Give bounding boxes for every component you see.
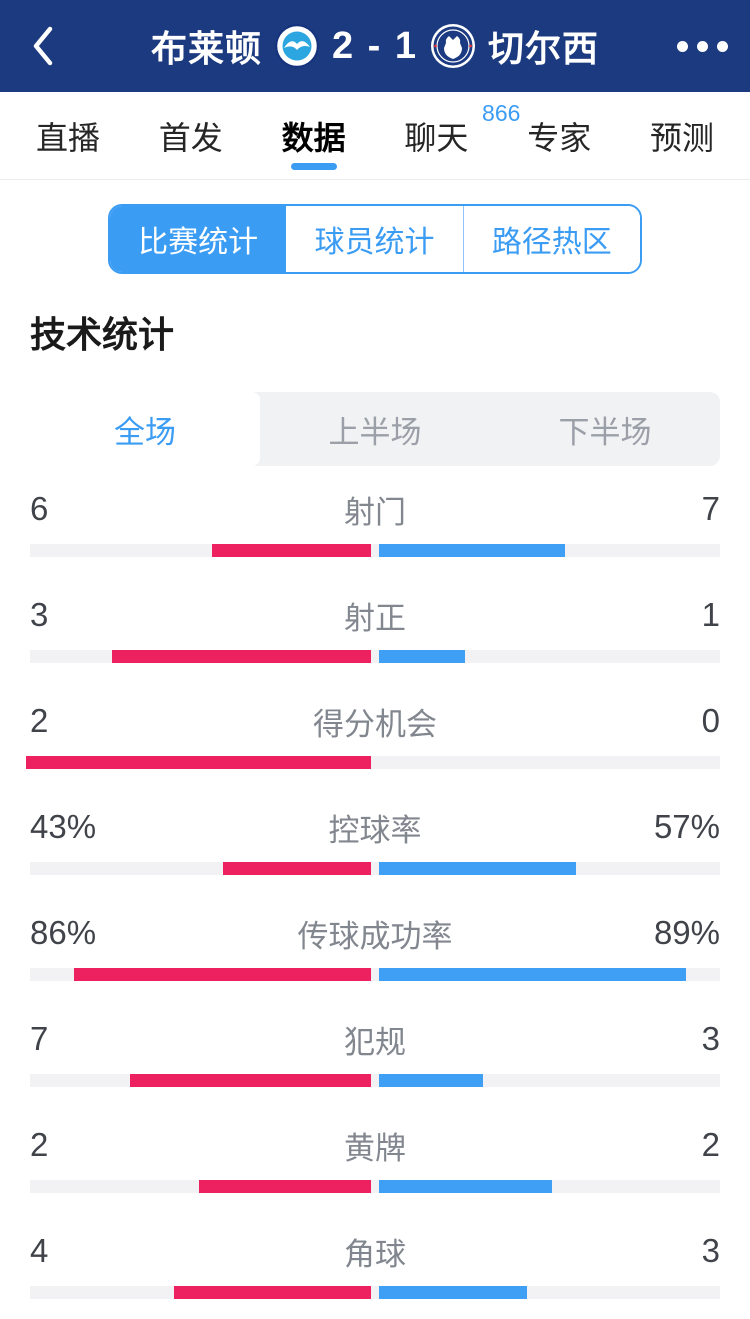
tab-predict[interactable]: 预测	[650, 92, 714, 180]
home-value: 43%	[30, 808, 97, 845]
match-title: 布莱顿 2 - 1 切尔西	[0, 20, 750, 72]
away-bar	[379, 862, 576, 875]
away-bar	[379, 1180, 552, 1193]
stats-list: 6 射门 7 3 射正 1 2 得分机会 0	[0, 470, 750, 1318]
stat-bar-track	[30, 968, 720, 981]
stat-bar-track	[30, 544, 720, 557]
away-value: 2	[701, 1126, 720, 1163]
home-value: 2	[30, 702, 49, 739]
tab-chat-label: 聊天	[404, 119, 469, 156]
home-bar	[26, 756, 371, 769]
chevron-left-icon	[33, 26, 53, 66]
home-value: 6	[30, 490, 49, 527]
home-bar	[173, 1286, 371, 1299]
active-tab-underline	[290, 162, 337, 170]
stat-row-possession: 43% 控球率 57%	[0, 788, 750, 894]
main-tab-bar: 直播 首发 数据 聊天 866 专家 预测	[0, 92, 750, 180]
stat-bar-track	[30, 1180, 720, 1193]
stat-row-shots: 6 射门 7	[0, 470, 750, 576]
segment-player-stats[interactable]: 球员统计	[286, 206, 463, 272]
segment-heatmap[interactable]: 路径热区	[462, 206, 640, 272]
match-score: 2 - 1	[331, 24, 419, 67]
match-header: 布莱顿 2 - 1 切尔西	[0, 0, 750, 92]
tab-data-label: 数据	[281, 119, 346, 156]
away-value: 57%	[653, 808, 720, 845]
home-bar	[198, 1180, 371, 1193]
chat-count-badge: 866	[482, 99, 521, 126]
stat-bar-track	[30, 1286, 720, 1299]
tab-live-label: 直播	[36, 119, 101, 156]
period-full-match[interactable]: 全场	[30, 392, 260, 466]
stat-row-yellow-cards: 2 黄牌 2	[0, 1106, 750, 1212]
stat-label: 犯规	[344, 1024, 406, 1060]
period-second-half[interactable]: 下半场	[558, 414, 652, 450]
away-bar	[379, 1286, 527, 1299]
away-value: 0	[701, 702, 720, 739]
away-bar	[379, 544, 565, 557]
home-bar	[211, 544, 371, 557]
stat-label: 黄牌	[344, 1130, 406, 1166]
tab-expert-label: 专家	[527, 119, 592, 156]
home-team-name: 布莱顿	[150, 28, 262, 69]
home-bar	[112, 650, 371, 663]
stat-label: 控球率	[328, 812, 422, 848]
period-first-half[interactable]: 上半场	[328, 414, 422, 450]
home-value: 2	[30, 1126, 49, 1163]
away-value: 7	[701, 490, 720, 527]
stat-row-big-chances: 2 得分机会 0	[0, 682, 750, 788]
stat-bar-track	[30, 862, 720, 875]
away-value: 89%	[653, 914, 720, 951]
tab-lineup[interactable]: 首发	[159, 92, 223, 180]
home-value: 4	[30, 1232, 49, 1269]
stat-bar-track	[26, 756, 720, 769]
ellipsis-icon	[677, 40, 688, 52]
away-value: 1	[701, 596, 720, 633]
tab-data[interactable]: 数据	[282, 92, 346, 180]
section-title: 技术统计	[30, 314, 175, 355]
home-bar	[222, 862, 371, 875]
back-button[interactable]	[18, 0, 66, 92]
stat-row-shots-on-target: 3 射正 1	[0, 576, 750, 682]
away-bar	[379, 1074, 483, 1087]
stat-label: 射门	[344, 494, 406, 530]
stat-bar-track	[30, 1074, 720, 1087]
ellipsis-icon	[717, 40, 728, 52]
stat-type-segmented-control: 比赛统计 球员统计 路径热区	[108, 204, 642, 274]
home-bar	[74, 968, 371, 981]
tab-lineup-label: 首发	[158, 119, 223, 156]
ellipsis-icon	[697, 40, 708, 52]
away-team-name: 切尔西	[488, 28, 600, 69]
away-value: 3	[701, 1232, 720, 1269]
home-value: 3	[30, 596, 49, 633]
away-bar	[379, 968, 687, 981]
stat-row-fouls: 7 犯规 3	[0, 1000, 750, 1106]
stat-row-corners: 4 角球 3	[0, 1212, 750, 1318]
stat-label: 射正	[344, 600, 406, 636]
stat-row-pass-accuracy: 86% 传球成功率 89%	[0, 894, 750, 1000]
stat-label: 得分机会	[313, 706, 437, 742]
home-value: 86%	[30, 914, 97, 951]
tab-expert[interactable]: 专家	[527, 92, 591, 180]
stat-bar-track	[30, 650, 720, 663]
stat-label: 传球成功率	[297, 918, 453, 954]
stat-label: 角球	[344, 1236, 406, 1272]
brighton-crest-icon	[274, 23, 320, 69]
home-bar	[129, 1074, 371, 1087]
period-tabs: 全场 上半场 下半场	[30, 392, 720, 466]
tab-predict-label: 预测	[649, 119, 714, 156]
more-button[interactable]	[677, 0, 728, 92]
chelsea-crest-icon	[431, 24, 476, 68]
segment-match-stats[interactable]: 比赛统计	[110, 206, 287, 272]
away-value: 3	[701, 1020, 720, 1057]
tab-live[interactable]: 直播	[36, 92, 100, 180]
away-bar	[379, 650, 466, 663]
home-value: 7	[30, 1020, 49, 1057]
tab-chat[interactable]: 聊天 866	[404, 92, 520, 180]
